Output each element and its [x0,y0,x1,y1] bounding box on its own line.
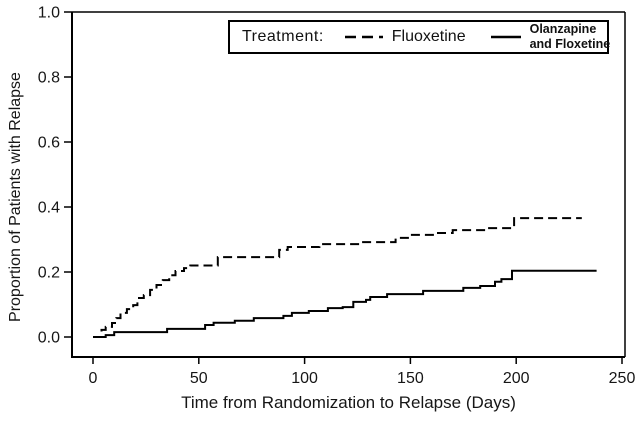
y-tick-label: 0.6 [38,135,60,152]
x-tick-label: 100 [291,370,318,387]
legend-label-olanzapine-line1: Olanzapine [529,22,597,37]
x-tick-label: 250 [609,370,636,387]
x-axis-title: Time from Randomization to Relapse (Days… [181,393,516,412]
legend-box: Treatment: Fluoxetine Olanzapine and Flo… [228,20,611,54]
curve-fluoxetine [93,217,582,338]
y-tick-label: 0.8 [38,70,60,87]
y-tick-label: 1.0 [38,5,60,22]
x-tick-label: 200 [503,370,530,387]
y-tick-label: 0.4 [38,200,60,217]
x-tick-label: 50 [190,370,208,387]
x-tick-label: 0 [89,370,98,387]
y-tick-label: 0.0 [38,330,60,347]
curve-olanzapine-and-floxetine [93,269,597,338]
y-tick-label: 0.2 [38,265,60,282]
y-axis-title: Proportion of Patients with Relapse [7,72,24,322]
legend-label-fluoxetine: Fluoxetine [391,28,466,45]
legend-label-olanzapine-line2: and Floxetine [529,37,611,51]
dashed-line-icon [344,35,383,39]
solid-line-icon [490,35,521,39]
x-tick-label: 150 [397,370,424,387]
legend-label-olanzapine: Olanzapine and Floxetine [530,22,611,52]
legend-title: Treatment: [242,28,324,45]
